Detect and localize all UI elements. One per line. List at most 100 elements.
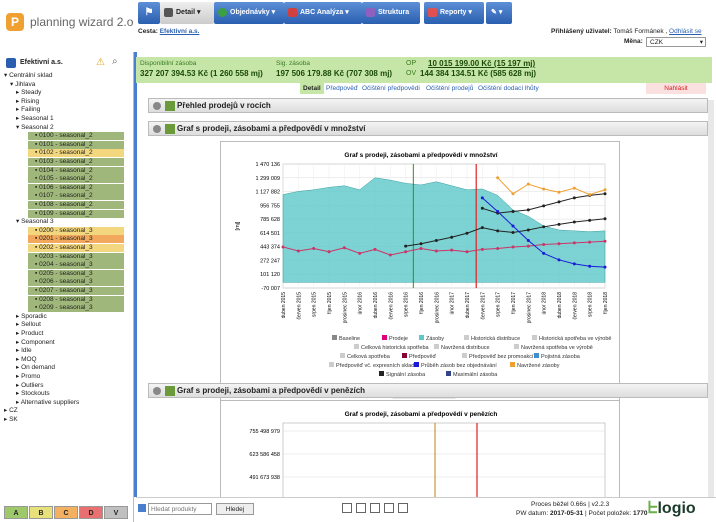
y-tick-label: 443 374 xyxy=(260,245,280,251)
tree-node[interactable]: ▸ Stockouts xyxy=(16,390,50,398)
tree-leaf[interactable]: ▪ 0101 - seasonal_2 xyxy=(28,140,124,149)
tree-node[interactable]: ▸ Idle xyxy=(16,347,32,355)
tree-node[interactable]: ▸ Failing xyxy=(16,106,41,114)
tree-leaf[interactable]: ▪ 0205 - seasonal_3 xyxy=(28,269,124,278)
section-money-chart[interactable]: Graf s prodeji, zásobami a předpovědí v … xyxy=(148,383,708,398)
tree-node[interactable]: ▾ Jihlava xyxy=(10,80,36,88)
tree-node[interactable]: ▸ CZ xyxy=(4,407,18,415)
tree-leaf[interactable]: ▪ 0100 - seasonal_2 xyxy=(28,132,124,141)
tree-leaf[interactable]: ▪ 0106 - seasonal_2 xyxy=(28,183,124,192)
tree-leaf[interactable]: ▪ 0208 - seasonal_3 xyxy=(28,295,124,304)
tab-detail[interactable]: Detail xyxy=(300,83,324,94)
export-chart-icon[interactable] xyxy=(342,503,352,513)
y-tick-label: 491 673 938 xyxy=(249,475,280,481)
currency-select[interactable]: CZK ▾ xyxy=(646,37,706,47)
money-chart: Graf s prodeji, zásobami a předpovědí v … xyxy=(220,400,620,499)
tree-leaf[interactable]: ▪ 0203 - seasonal_3 xyxy=(28,252,124,261)
abc-b-button[interactable]: B xyxy=(29,506,53,519)
legend-item: Maximální zásoba xyxy=(453,372,498,378)
tree-node[interactable]: ▸ Sporadic xyxy=(16,312,47,320)
footer: Hledej Proces běžel 0.66s | v2.2.3 PW da… xyxy=(136,497,716,522)
collapsed-icon: ▸ xyxy=(16,364,22,372)
tree-node[interactable]: ▸ Component xyxy=(16,338,55,346)
search-icon[interactable]: ⌕ xyxy=(112,56,118,67)
tree-node[interactable]: ▸ Product xyxy=(16,330,44,337)
sidebar-resize-handle[interactable] xyxy=(134,52,137,497)
logout-link[interactable]: Odhlásit se xyxy=(669,28,702,35)
abc-v-button[interactable]: V xyxy=(104,506,128,519)
section-sales-by-year[interactable]: Přehled prodejů v rocích xyxy=(148,98,708,113)
tree-node[interactable]: ▾ Centrální sklad xyxy=(4,72,53,79)
tree-leaf[interactable]: ▪ 0204 - seasonal_3 xyxy=(28,261,124,270)
data-point xyxy=(603,265,607,269)
y-tick-label: 785 628 xyxy=(260,217,280,223)
tree-leaf[interactable]: ▪ 0107 - seasonal_2 xyxy=(28,192,124,201)
tree-node[interactable]: ▸ Seasonal 1 xyxy=(16,115,54,122)
print-icon[interactable] xyxy=(384,503,394,513)
tree-leaf[interactable]: ▪ 0104 - seasonal_2 xyxy=(28,166,124,175)
settings-button[interactable]: ✎ ▾ xyxy=(486,2,512,24)
content-scrollbar[interactable] xyxy=(708,100,714,497)
tab-forecast[interactable]: Předpověď xyxy=(326,85,358,92)
tree-leaf[interactable]: ▪ 0206 - seasonal_3 xyxy=(28,278,124,287)
tree-node[interactable]: ▸ SK xyxy=(4,416,18,423)
export-excel-icon[interactable] xyxy=(370,503,380,513)
nav-struktura[interactable]: Struktura xyxy=(362,2,420,24)
data-point xyxy=(542,225,546,229)
collapse-icon xyxy=(153,125,161,133)
tree-node[interactable]: ▸ Alternative suppliers xyxy=(16,398,80,406)
data-point xyxy=(557,222,561,226)
legend-item: Prodeje xyxy=(389,336,408,342)
data-point xyxy=(404,250,408,254)
tree-node[interactable]: ▾ Seasonal 2 xyxy=(16,123,54,131)
tree-node[interactable]: ▾ Seasonal 3 xyxy=(16,218,54,226)
tree-node[interactable]: ▸ Outliers xyxy=(16,381,44,389)
tree-node[interactable]: ▸ Promo xyxy=(16,373,41,380)
abc-a-button[interactable]: A xyxy=(4,506,28,519)
sidebar-header: Efektivní a.s. ⚠ ⌕ xyxy=(4,56,130,70)
chart-title: Graf s prodeji, zásobami a předpovědí v … xyxy=(344,152,497,159)
logo-mark-icon: P xyxy=(6,13,24,31)
tree-leaf[interactable]: ▪ 0201 - seasonal_3 xyxy=(28,235,124,244)
tree-node[interactable]: ▸ Steady xyxy=(16,89,42,97)
nav-reporty[interactable]: Reporty ▾ xyxy=(424,2,484,24)
data-point xyxy=(281,245,285,249)
nav-objednavky[interactable]: Objednávky ▾ xyxy=(214,2,284,24)
abc-d-button[interactable]: D xyxy=(79,506,103,519)
home-button[interactable]: ⚑ xyxy=(138,2,160,24)
tab-sales-cleaning[interactable]: Očištění prodejů xyxy=(426,85,474,92)
tree-leaf[interactable]: ▪ 0108 - seasonal_2 xyxy=(28,201,124,209)
report-issue-button[interactable]: Nahlásit xyxy=(646,83,706,94)
tree-leaf[interactable]: ▪ 0200 - seasonal_3 xyxy=(28,226,124,235)
tree-node[interactable]: ▸ Rising xyxy=(16,97,40,105)
search-button[interactable]: Hledej xyxy=(216,503,254,515)
warning-icon[interactable]: ⚠ xyxy=(96,57,105,68)
product-search-input[interactable] xyxy=(148,503,212,515)
op-value[interactable]: 10 015 199.00 Kč (15 197 mj) xyxy=(428,59,536,68)
tree-leaf[interactable]: ▪ 0102 - seasonal_2 xyxy=(28,149,124,158)
tree-leaf[interactable]: ▪ 0109 - seasonal_2 xyxy=(28,209,124,218)
tree-leaf[interactable]: ▪ 0103 - seasonal_2 xyxy=(28,158,124,166)
data-point xyxy=(465,250,469,254)
abc-c-button[interactable]: C xyxy=(54,506,78,519)
tree-leaf[interactable]: ▪ 0209 - seasonal_3 xyxy=(28,304,124,313)
tree-leaf[interactable]: ▪ 0105 - seasonal_2 xyxy=(28,175,124,184)
tree-node[interactable]: ▸ MOQ xyxy=(16,355,37,363)
breadcrumb-link[interactable]: Efektivní a.s. xyxy=(159,28,200,35)
section-quantity-chart[interactable]: Graf s prodeji, zásobami a předpovědí v … xyxy=(148,121,708,136)
export-table-icon[interactable] xyxy=(356,503,366,513)
nav-abc[interactable]: ABC Analýza ▾ xyxy=(284,2,362,24)
tree-node[interactable]: ▸ On demand xyxy=(16,364,56,372)
legend-swatch xyxy=(332,335,337,340)
tree-leaf[interactable]: ▪ 0207 - seasonal_3 xyxy=(28,287,124,295)
tree-node[interactable]: ▸ Sellout xyxy=(16,321,41,329)
tree-leaf[interactable]: ▪ 0202 - seasonal_3 xyxy=(28,244,124,252)
nav-detail[interactable]: Detail ▾ xyxy=(160,2,214,24)
expanded-icon: ▾ xyxy=(16,218,22,226)
signal-stock-value: 197 506 179.88 Kč (707 308 mj) xyxy=(276,69,393,78)
tab-leadtime-cleaning[interactable]: Očištění dodací lhůty xyxy=(478,85,539,92)
item-bullet-icon: ▪ xyxy=(35,226,40,234)
counter-icon[interactable] xyxy=(398,503,408,513)
data-point xyxy=(542,243,546,247)
tab-forecast-cleaning[interactable]: Očištění předpovědi xyxy=(362,85,420,92)
